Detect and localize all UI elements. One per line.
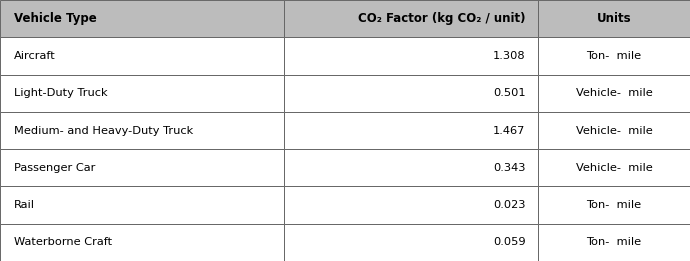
Bar	[0, 37, 284, 75]
Bar	[284, 112, 538, 149]
Bar	[538, 112, 690, 149]
Text: Vehicle-  mile: Vehicle- mile	[575, 88, 653, 98]
Text: Aircraft: Aircraft	[14, 51, 56, 61]
Bar	[538, 149, 690, 186]
Bar	[538, 37, 690, 75]
Text: Light-Duty Truck: Light-Duty Truck	[14, 88, 108, 98]
Text: Ton-  mile: Ton- mile	[586, 237, 642, 247]
Text: Vehicle Type: Vehicle Type	[14, 12, 97, 25]
Bar	[538, 75, 690, 112]
Text: Vehicle-  mile: Vehicle- mile	[575, 126, 653, 135]
Bar	[0, 186, 284, 224]
Text: 0.059: 0.059	[493, 237, 526, 247]
Bar	[538, 224, 690, 261]
Text: Units: Units	[597, 12, 631, 25]
Text: Rail: Rail	[14, 200, 35, 210]
Text: 0.501: 0.501	[493, 88, 526, 98]
Bar	[284, 75, 538, 112]
Text: 0.023: 0.023	[493, 200, 526, 210]
Bar	[0, 224, 284, 261]
Bar	[0, 0, 284, 37]
Bar	[284, 149, 538, 186]
Text: Passenger Car: Passenger Car	[14, 163, 96, 173]
Bar	[284, 0, 538, 37]
Bar	[0, 112, 284, 149]
Bar	[0, 149, 284, 186]
Text: Ton-  mile: Ton- mile	[586, 51, 642, 61]
Text: CO₂ Factor (kg CO₂ / unit): CO₂ Factor (kg CO₂ / unit)	[358, 12, 526, 25]
Text: Vehicle-  mile: Vehicle- mile	[575, 163, 653, 173]
Text: 1.308: 1.308	[493, 51, 526, 61]
Text: Medium- and Heavy-Duty Truck: Medium- and Heavy-Duty Truck	[14, 126, 193, 135]
Text: 0.343: 0.343	[493, 163, 526, 173]
Bar	[538, 186, 690, 224]
Text: 1.467: 1.467	[493, 126, 526, 135]
Text: Ton-  mile: Ton- mile	[586, 200, 642, 210]
Bar	[0, 75, 284, 112]
Bar	[284, 224, 538, 261]
Bar	[284, 186, 538, 224]
Bar	[284, 37, 538, 75]
Text: Waterborne Craft: Waterborne Craft	[14, 237, 112, 247]
Bar	[538, 0, 690, 37]
